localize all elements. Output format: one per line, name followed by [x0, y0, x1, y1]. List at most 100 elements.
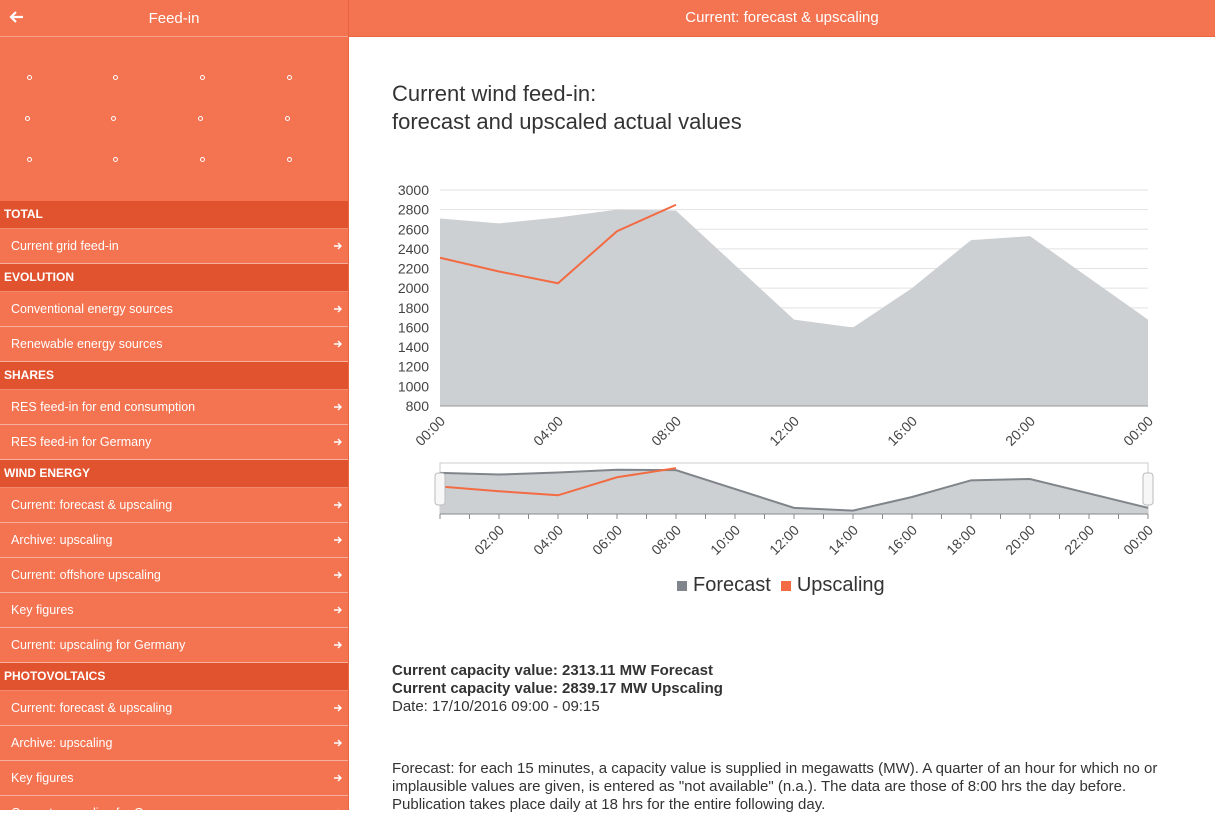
sidebar-item[interactable]: Current grid feed-in: [0, 229, 348, 264]
legend-upscaling-swatch: [780, 580, 791, 591]
arrow-right-icon: [334, 438, 342, 446]
description-text: Forecast: for each 15 minutes, a capacit…: [392, 760, 1158, 813]
sidebar-item[interactable]: Current: upscaling for Germany: [0, 796, 348, 810]
chart-legend: Forecast Upscaling: [677, 574, 885, 597]
navigator-tick-label: 20:00: [1002, 522, 1038, 558]
y-tick-label: 2600: [398, 221, 429, 237]
navigator-tick-label: 06:00: [589, 522, 625, 558]
legend-forecast-swatch: [677, 580, 687, 591]
sidebar-item[interactable]: Current: offshore upscaling: [0, 558, 348, 593]
arrow-right-icon: [334, 774, 342, 782]
arrow-right-icon: [334, 641, 342, 649]
pattern-dot: [27, 157, 32, 162]
navigator-tick-label: 16:00: [884, 522, 920, 558]
sidebar-item-label: Current: forecast & upscaling: [11, 701, 173, 715]
x-tick-label: 08:00: [648, 413, 684, 449]
section-header-photovoltaics: PHOTOVOLTAICS: [0, 663, 348, 691]
navigator-forecast-line: [439, 468, 1149, 512]
sidebar-item-label: Current: forecast & upscaling: [11, 498, 173, 512]
pattern-dot: [25, 116, 30, 121]
y-tick-label: 800: [406, 398, 430, 414]
sidebar-item[interactable]: RES feed-in for end consumption: [0, 390, 348, 425]
sidebar-item-label: Current grid feed-in: [11, 239, 119, 253]
arrow-right-icon: [334, 536, 342, 544]
y-tick-label: 2200: [398, 261, 429, 277]
pattern-dot: [285, 116, 290, 121]
y-tick-label: 1800: [398, 300, 429, 316]
sidebar: Feed-in TOTAL Current grid feed-in EVOLUTI…: [0, 0, 349, 810]
x-tick-label: 00:00: [412, 413, 448, 449]
x-tick-label: 00:00: [1120, 413, 1156, 449]
navigator-handle-right[interactable]: [1142, 472, 1154, 506]
sidebar-nav: TOTAL Current grid feed-in EVOLUTION Conven…: [0, 201, 348, 810]
page-title-bar: Current: forecast & upscaling: [349, 0, 1215, 37]
sidebar-item[interactable]: Archive: upscaling: [0, 523, 348, 558]
sidebar-item[interactable]: Conventional energy sources: [0, 292, 348, 327]
section-header-total: TOTAL: [0, 201, 348, 229]
section-header-evolution: EVOLUTION: [0, 264, 348, 292]
heading-line-1: Current wind feed-in:: [392, 81, 597, 106]
navigator-upscaling-line: [439, 467, 677, 497]
capacity-upscaling: Current capacity value: 2839.17 MW Upsca…: [392, 680, 723, 697]
capacity-info: Current capacity value: 2313.11 MW Forec…: [392, 662, 723, 716]
page-heading: Current wind feed-in: forecast and upsca…: [392, 80, 742, 136]
legend-forecast[interactable]: Forecast: [677, 574, 771, 597]
y-tick-label: 1000: [398, 378, 429, 394]
sidebar-item-label: Current: offshore upscaling: [11, 568, 161, 582]
heading-line-2: forecast and upscaled actual values: [392, 109, 742, 134]
sidebar-item-label: Conventional energy sources: [11, 302, 173, 316]
legend-upscaling-label: Upscaling: [796, 574, 885, 596]
y-tick-label: 2000: [398, 280, 429, 296]
sidebar-item[interactable]: Current: forecast & upscaling: [0, 691, 348, 726]
forecast-area: [440, 209, 1148, 406]
x-tick-label: 20:00: [1002, 413, 1038, 449]
pattern-dot: [200, 75, 205, 80]
sidebar-item-label: Archive: upscaling: [11, 533, 113, 547]
pattern-dot: [198, 116, 203, 121]
pattern-dot: [287, 75, 292, 80]
sidebar-item-label: Archive: upscaling: [11, 736, 113, 750]
navigator-tick-label: 12:00: [766, 522, 802, 558]
sidebar-item[interactable]: Current: forecast & upscaling: [0, 488, 348, 523]
wind-feed-in-chart: 800 1000 1200 1400 1600 1800 2000 2200 2400 2600 2…: [398, 182, 1156, 558]
legend-upscaling[interactable]: Upscaling: [780, 574, 885, 597]
arrow-right-icon: [334, 739, 342, 747]
pattern-dot: [111, 116, 116, 121]
y-tick-label: 3000: [398, 182, 429, 198]
navigator-tick-label: 18:00: [943, 522, 979, 558]
sidebar-item[interactable]: Key figures: [0, 593, 348, 628]
section-header-shares: SHARES: [0, 362, 348, 390]
sidebar-item[interactable]: Archive: upscaling: [0, 726, 348, 761]
main-content: Current wind feed-in: forecast and upsca…: [349, 37, 1215, 813]
arrow-right-icon: [334, 704, 342, 712]
sidebar-item-label: Current: upscaling for Germany: [11, 638, 186, 652]
sidebar-item-label: RES feed-in for Germany: [11, 435, 152, 449]
sidebar-item-label: RES feed-in for end consumption: [11, 400, 196, 414]
arrow-right-icon: [334, 340, 342, 348]
y-tick-label: 1400: [398, 339, 429, 355]
navigator-tick-label: 22:00: [1061, 522, 1097, 558]
sidebar-item[interactable]: RES feed-in for Germany: [0, 425, 348, 460]
pattern-dot: [113, 157, 118, 162]
arrow-right-icon: [334, 571, 342, 579]
arrow-right-icon: [334, 305, 342, 313]
sidebar-item[interactable]: Key figures: [0, 761, 348, 796]
back-arrow-icon[interactable]: [9, 9, 25, 25]
sidebar-item[interactable]: Renewable energy sources: [0, 327, 348, 362]
navigator-handle-left[interactable]: [434, 472, 446, 506]
sidebar-title: Feed-in: [148, 9, 200, 27]
sidebar-item-label: Key figures: [11, 603, 74, 617]
sidebar-header: Feed-in: [0, 0, 348, 37]
dot-pattern: [0, 37, 348, 201]
pattern-dot: [200, 157, 205, 162]
x-tick-label: 04:00: [530, 413, 566, 449]
y-tick-label: 1200: [398, 359, 429, 375]
sidebar-item[interactable]: Current: upscaling for Germany: [0, 628, 348, 663]
pattern-dot: [287, 157, 292, 162]
capacity-forecast: Current capacity value: 2313.11 MW Forec…: [392, 662, 713, 679]
upscaling-line: [439, 203, 677, 285]
date-range: Date: 17/10/2016 09:00 - 09:15: [392, 698, 600, 715]
x-tick-label: 16:00: [884, 413, 920, 449]
y-tick-label: 2800: [398, 202, 429, 218]
arrow-right-icon: [334, 501, 342, 509]
